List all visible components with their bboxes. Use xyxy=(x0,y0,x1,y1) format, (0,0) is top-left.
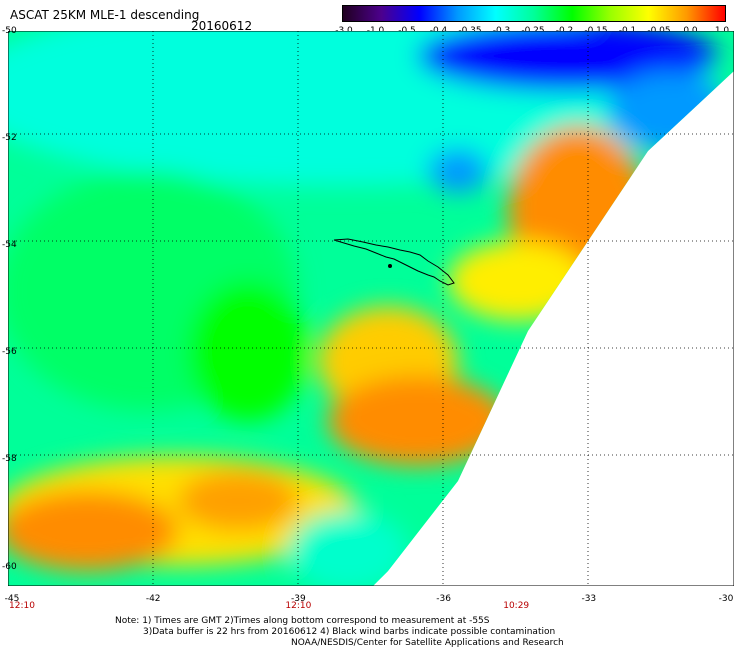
time-label: 12:10 xyxy=(285,601,312,611)
blue-patch-center xyxy=(428,149,488,193)
orange-patch-sw xyxy=(8,491,178,571)
latitude-label: -56 xyxy=(2,347,17,358)
longitude-label: -39 xyxy=(291,594,306,604)
island-coastline xyxy=(333,238,455,286)
longitude-label: -36 xyxy=(436,594,451,604)
deep-blue-patch xyxy=(418,31,718,91)
green-field-center xyxy=(188,281,308,421)
longitude-label: -30 xyxy=(718,594,734,604)
map-title: ASCAT 25KM MLE-1 descending xyxy=(10,8,200,22)
cyan-patch-south xyxy=(288,511,408,586)
orange-patch-south xyxy=(178,471,298,531)
longitude-label: -45 xyxy=(4,594,20,604)
colorbar xyxy=(342,5,726,22)
time-label: 10:29 xyxy=(503,601,530,611)
note-line-3: NOAA/NESDIS/Center for Satellite Applica… xyxy=(291,638,564,648)
graticule xyxy=(8,31,734,586)
orange-patch-center xyxy=(328,376,508,466)
latitude-label: -58 xyxy=(2,454,17,465)
time-label: 12:10 xyxy=(9,601,35,611)
blue-patch-east xyxy=(608,71,728,151)
latitude-label: -60 xyxy=(2,561,17,572)
island-islet xyxy=(388,264,392,268)
map-date: 20160612 xyxy=(191,19,253,33)
longitude-label: -42 xyxy=(145,594,161,604)
note-line-2: 3)Data buffer is 22 hrs from 20160612 4)… xyxy=(143,627,556,637)
latitude-label: -52 xyxy=(2,133,17,144)
longitude-label: -33 xyxy=(581,594,597,604)
note-line-1: Note: 1) Times are GMT 2)Times along bot… xyxy=(115,616,490,626)
latitude-label: -54 xyxy=(2,240,17,251)
latitude-label: -50 xyxy=(2,26,17,36)
ascat-map xyxy=(8,31,734,586)
yellow-patch-east xyxy=(448,241,588,321)
data-swath xyxy=(8,31,734,586)
